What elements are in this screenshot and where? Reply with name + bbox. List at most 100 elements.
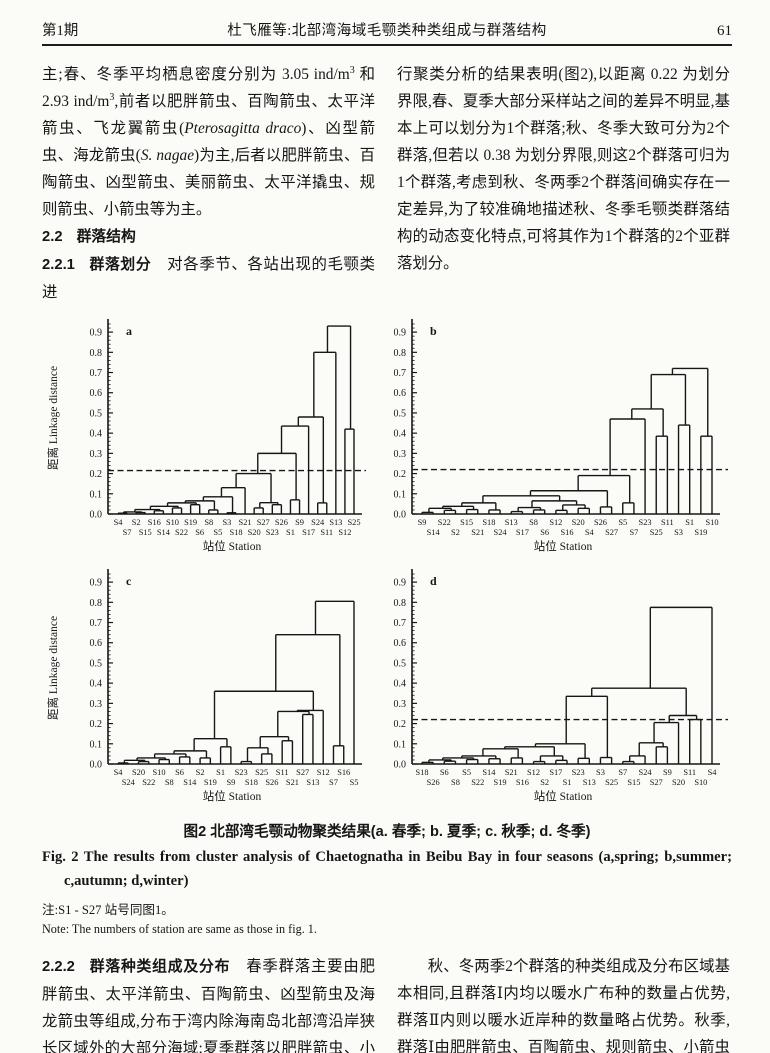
station-label: S24 xyxy=(494,528,508,537)
y-tick-label: 0.0 xyxy=(394,510,407,521)
station-label: S25 xyxy=(347,518,360,527)
y-tick-label: 0.8 xyxy=(90,348,103,359)
station-label: S20 xyxy=(132,768,145,777)
station-label: S2 xyxy=(540,778,549,787)
panel-letter: a xyxy=(126,324,132,338)
dendrogram-grid: 0.0 0.1 0.2 0.3 0.4 0.5 0.6 0.7 0.8 0.9 距离 Linkage… xyxy=(42,314,732,810)
header-rule xyxy=(42,44,732,46)
section-2-2-2-paragraph: 2.2.2 群落种类组成及分布 春季群落主要由肥胖箭虫、太平洋箭虫、百陶箭虫、凶型箭… xyxy=(42,953,375,1053)
y-tick-label: 0.9 xyxy=(394,578,407,589)
station-label: S15 xyxy=(139,528,152,537)
station-label: S1 xyxy=(216,768,225,777)
station-label: S19 xyxy=(694,528,707,537)
issue-label: 第1期 xyxy=(42,23,79,39)
y-tick-label: 0.5 xyxy=(394,408,407,419)
panel-letter: d xyxy=(430,574,437,588)
y-tick-label: 0.6 xyxy=(394,388,407,399)
station-label: S13 xyxy=(583,778,596,787)
subsection-number: 2.2.2 xyxy=(42,959,75,975)
station-label: S2 xyxy=(196,768,205,777)
station-label: S4 xyxy=(114,768,124,777)
station-label: S22 xyxy=(142,778,155,787)
station-label: S24 xyxy=(122,778,136,787)
y-tick-label: 0.9 xyxy=(394,328,407,339)
station-label: S12 xyxy=(338,528,351,537)
y-tick-label: 0.9 xyxy=(90,578,103,589)
station-label: S8 xyxy=(165,778,174,787)
station-label: S4 xyxy=(585,528,595,537)
station-label: S18 xyxy=(229,528,242,537)
station-label: S23 xyxy=(266,528,279,537)
station-label: S17 xyxy=(549,768,562,777)
station-label: S2 xyxy=(451,528,460,537)
y-tick-label: 0.7 xyxy=(394,368,407,379)
station-label: S9 xyxy=(663,768,672,777)
dendrogram-panel-b: 0.00.10.20.30.40.50.60.70.80.9 bS9S14S22S… xyxy=(394,319,728,553)
station-label: S11 xyxy=(320,528,333,537)
y-tick-label: 0.6 xyxy=(90,638,103,649)
intro-section: 主;春、冬季平均栖息密度分别为 3.05 ind/m3 和 2.93 ind/m… xyxy=(42,61,732,306)
station-label: S27 xyxy=(605,528,618,537)
station-label: S18 xyxy=(245,778,258,787)
subsection-title: 群落划分 xyxy=(88,257,152,273)
station-label: S14 xyxy=(482,768,496,777)
station-label: S24 xyxy=(311,518,325,527)
station-label: S8 xyxy=(204,518,213,527)
page-header: 第1期 杜飞雁等:北部湾海域毛颚类种类组成与群落结构 61 xyxy=(42,0,732,40)
section-title: 群落结构 xyxy=(76,229,136,245)
station-label: S12 xyxy=(317,768,330,777)
figure-caption-en: Fig. 2 The results from cluster analysis… xyxy=(42,849,732,889)
station-label: S25 xyxy=(650,528,663,537)
running-title: 杜飞雁等:北部湾海域毛颚类种类组成与群落结构 xyxy=(227,23,547,39)
y-tick-label: 0.9 xyxy=(90,328,103,339)
station-label: S22 xyxy=(175,528,188,537)
station-label: S26 xyxy=(275,518,288,527)
y-tick-label: 0.4 xyxy=(394,429,407,440)
station-label: S11 xyxy=(276,768,289,777)
station-label: S16 xyxy=(148,518,161,527)
station-label: S18 xyxy=(482,518,495,527)
figure-2: 0.0 0.1 0.2 0.3 0.4 0.5 0.6 0.7 0.8 0.9 距离 Linkage… xyxy=(42,314,732,937)
station-label: S8 xyxy=(451,778,460,787)
panel-letter: c xyxy=(126,574,132,588)
station-label: S8 xyxy=(529,518,538,527)
station-label: S5 xyxy=(213,528,222,537)
intro-paragraph-left: 主;春、冬季平均栖息密度分别为 3.05 ind/m3 和 2.93 ind/m… xyxy=(42,64,375,218)
results-section: 2.2.2 群落种类组成及分布 春季群落主要由肥胖箭虫、太平洋箭虫、百陶箭虫、凶型箭… xyxy=(42,953,732,1053)
y-tick-label: 0.2 xyxy=(394,469,407,480)
y-tick-label: 0.7 xyxy=(90,618,103,629)
station-label: S13 xyxy=(306,778,319,787)
y-tick-label: 0.8 xyxy=(394,348,407,359)
station-label: S3 xyxy=(596,768,605,777)
figure-note-cn: 注:S1 - S27 站号同图1。 xyxy=(42,903,174,917)
station-label: S9 xyxy=(418,518,427,527)
y-tick-label: 0.7 xyxy=(90,368,103,379)
y-tick-label: 0.2 xyxy=(394,719,407,730)
station-label: S5 xyxy=(462,768,471,777)
station-label: S16 xyxy=(516,778,529,787)
station-label: S21 xyxy=(505,768,518,777)
station-label: S23 xyxy=(572,768,585,777)
y-tick-label: 0.0 xyxy=(90,510,103,521)
y-tick-label: 0.5 xyxy=(90,658,103,669)
y-tick-label: 0.3 xyxy=(90,699,103,710)
y-tick-label: 0.0 xyxy=(90,760,103,771)
figure-note-en: Note: The numbers of station are same as… xyxy=(42,922,317,936)
dendrogram-panel-c: 0.0 0.1 0.2 0.3 0.4 0.5 0.6 0.7 0.8 0.9 距离 Linkage… xyxy=(46,569,362,803)
station-label: S21 xyxy=(471,528,484,537)
station-label: S10 xyxy=(166,518,179,527)
station-label: S19 xyxy=(204,778,217,787)
station-label: S23 xyxy=(639,518,652,527)
station-label: S13 xyxy=(329,518,342,527)
station-label: S19 xyxy=(184,518,197,527)
station-label: S18 xyxy=(415,768,428,777)
results-column-right: 秋、冬两季2个群落的种类组成及分布区域基本相同,且群落Ⅰ内均以暖水广布种的数量占… xyxy=(397,953,730,1053)
station-label: S26 xyxy=(594,518,607,527)
station-label: S16 xyxy=(337,768,350,777)
station-label: S11 xyxy=(683,768,696,777)
station-label: S15 xyxy=(627,778,640,787)
station-label: S25 xyxy=(255,768,268,777)
y-tick-label: 0.1 xyxy=(394,739,407,750)
station-label: S22 xyxy=(438,518,451,527)
subsection-lead-text: 对各季节、各站出现的毛颚类进 xyxy=(42,256,375,301)
